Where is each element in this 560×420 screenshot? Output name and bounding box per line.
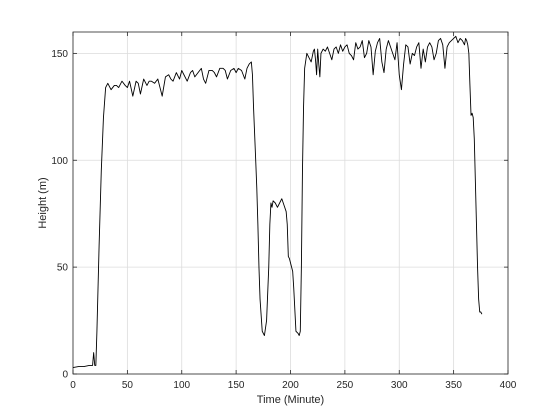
y-tick-label: 0: [62, 370, 68, 381]
x-tick-label: 150: [228, 380, 245, 391]
x-tick-label: 200: [282, 380, 299, 391]
x-tick-label: 100: [173, 380, 190, 391]
x-axis-label: Time (Minute): [257, 394, 324, 406]
y-tick-label: 150: [51, 49, 68, 60]
y-tick-label: 50: [57, 263, 69, 274]
series-line: [72, 35, 483, 369]
x-tick-label: 300: [391, 380, 408, 391]
x-tick-labels: 0 50 100 150 200 250 300 350 400: [70, 380, 517, 391]
x-tick-label: 400: [500, 380, 517, 391]
x-tick-label: 0: [70, 380, 76, 391]
y-tick-labels: 0 50 100 150: [51, 49, 68, 381]
x-tick-label: 350: [445, 380, 462, 391]
y-tick-label: 100: [51, 156, 68, 167]
x-tick-label: 250: [337, 380, 354, 391]
y-axis-label: Height (m): [37, 177, 49, 228]
x-tick-label: 50: [122, 380, 134, 391]
axis-ticks: [72, 32, 509, 375]
